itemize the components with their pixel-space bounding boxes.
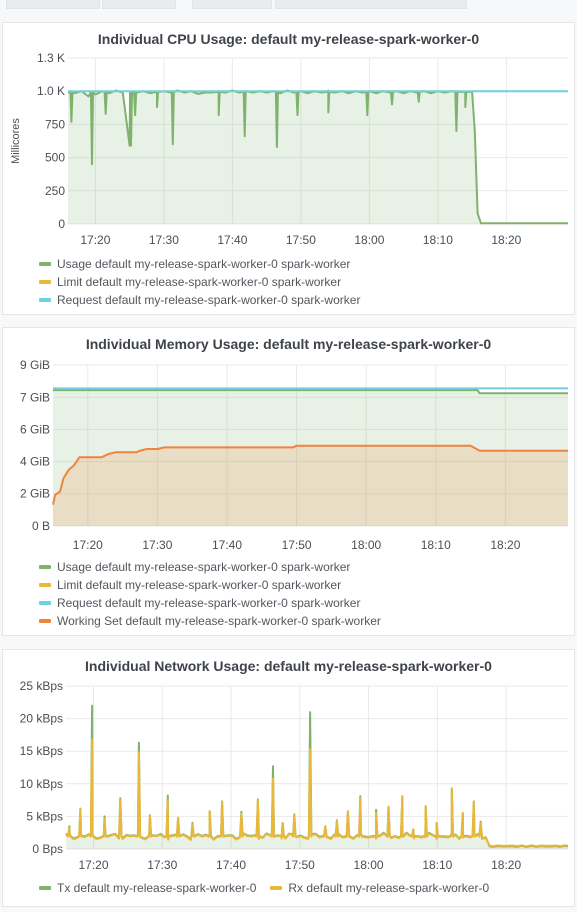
panel-title: Individual Network Usage: default my-rel… (85, 658, 492, 674)
y-tick-label: 15 kBps (20, 744, 63, 758)
legend: Usage default my-release-spark-worker-0 … (39, 558, 381, 630)
y-tick-label: 1.3 K (37, 51, 65, 65)
series-area (53, 445, 568, 526)
legend-item-working-set[interactable]: Working Set default my-release-spark-wor… (39, 612, 381, 630)
panel-title: Individual Memory Usage: default my-rele… (85, 336, 492, 352)
y-axis-label: Millicores (10, 118, 22, 164)
x-tick-label: 17:50 (286, 233, 316, 247)
series-area (66, 705, 568, 849)
x-tick-label: 17:50 (282, 538, 312, 552)
x-tick-label: 17:50 (285, 858, 315, 872)
legend-label: Request default my-release-spark-worker-… (57, 596, 361, 610)
x-tick-label: 18:10 (423, 233, 453, 247)
x-tick-label: 17:30 (147, 858, 177, 872)
x-tick-label: 18:20 (491, 233, 521, 247)
x-tick-label: 18:00 (351, 538, 381, 552)
legend-swatch (39, 619, 51, 623)
y-tick-label: 9 GiB (20, 358, 50, 372)
y-tick-label: 1.0 K (37, 84, 65, 98)
legend-swatch (39, 886, 51, 890)
legend-item-request[interactable]: Request default my-release-spark-worker-… (39, 291, 360, 309)
y-tick-label: 6 GiB (20, 422, 50, 436)
y-tick-label: 0 (58, 217, 65, 231)
memory-usage-panel[interactable]: Individual Memory Usage: default my-rele… (2, 327, 575, 636)
x-tick-label: 17:20 (73, 538, 103, 552)
series-area (68, 90, 568, 224)
x-tick-label: 17:20 (78, 858, 108, 872)
legend: Tx default my-release-spark-worker-0 Rx … (39, 879, 489, 897)
x-tick-label: 18:10 (421, 538, 451, 552)
legend-swatch (39, 280, 51, 284)
x-tick-label: 17:40 (212, 538, 242, 552)
x-tick-label: 17:30 (142, 538, 172, 552)
x-tick-label: 18:00 (354, 858, 384, 872)
legend-item-rx[interactable]: Rx default my-release-spark-worker-0 (270, 879, 489, 897)
x-tick-label: 18:20 (490, 538, 520, 552)
row-tab[interactable] (102, 0, 176, 9)
x-tick-label: 18:20 (491, 858, 521, 872)
legend-label: Request default my-release-spark-worker-… (57, 293, 361, 307)
y-tick-label: 10 kBps (20, 777, 63, 791)
legend-item-tx[interactable]: Tx default my-release-spark-worker-0 (39, 879, 256, 897)
y-tick-label: 5 kBps (26, 809, 63, 823)
y-tick-label: 20 kBps (20, 712, 63, 726)
network-usage-panel[interactable]: Individual Network Usage: default my-rel… (2, 649, 575, 907)
panel-title: Individual CPU Usage: default my-release… (97, 31, 480, 47)
x-tick-label: 18:00 (354, 233, 384, 247)
y-tick-label: 25 kBps (20, 679, 63, 693)
legend-item-request[interactable]: Request default my-release-spark-worker-… (39, 594, 381, 612)
series-line (65, 738, 569, 848)
series-line (65, 704, 569, 848)
cpu-usage-panel[interactable]: Individual CPU Usage: default my-release… (2, 22, 575, 315)
row-tab[interactable] (275, 0, 467, 9)
legend-swatch (39, 262, 51, 266)
y-tick-label: 2 GiB (20, 487, 50, 501)
memory-chart: 9 GiB 7 GiB 6 GiB 4 GiB 2 GiB 0 B 17:20 17:30 17… (20, 358, 568, 552)
y-tick-label: 7 GiB (20, 390, 50, 404)
legend-label: Tx default my-release-spark-worker-0 (57, 881, 257, 895)
legend-item-usage[interactable]: Usage default my-release-spark-worker-0 … (39, 558, 381, 576)
legend-swatch (270, 886, 283, 890)
series-line (52, 444, 568, 505)
cpu-chart: 1.3 K 1.0 K 750 500 250 0 17:20 17:30 17:40 17:50… (10, 51, 568, 247)
x-tick-label: 17:20 (80, 233, 110, 247)
dashboard-row-tabs (0, 0, 577, 10)
y-tick-label: 0 B (32, 519, 50, 533)
legend-item-limit[interactable]: Limit default my-release-spark-worker-0 … (39, 273, 360, 291)
y-tick-label: 0 Bps (32, 842, 63, 856)
legend-label: Rx default my-release-spark-worker-0 (288, 881, 490, 895)
x-tick-label: 18:10 (422, 858, 452, 872)
legend-swatch (39, 565, 51, 569)
y-tick-label: 250 (45, 184, 65, 198)
y-tick-label: 500 (45, 151, 65, 165)
legend-label: Limit default my-release-spark-worker-0 … (57, 578, 342, 592)
y-tick-label: 750 (45, 117, 65, 131)
x-tick-label: 17:40 (217, 233, 247, 247)
legend-label: Working Set default my-release-spark-wor… (57, 614, 381, 628)
row-tab[interactable] (192, 0, 272, 9)
legend-label: Usage default my-release-spark-worker-0 … (57, 560, 351, 574)
legend-item-usage[interactable]: Usage default my-release-spark-worker-0 … (39, 255, 360, 273)
legend-swatch (39, 601, 51, 605)
row-tab[interactable] (6, 0, 100, 9)
network-chart: 25 kBps 20 kBps 15 kBps 10 kBps 5 kBps 0 Bps 1… (20, 679, 569, 872)
series-area (53, 390, 568, 526)
legend: Usage default my-release-spark-worker-0 … (39, 255, 360, 309)
legend-item-limit[interactable]: Limit default my-release-spark-worker-0 … (39, 576, 381, 594)
legend-label: Usage default my-release-spark-worker-0 … (57, 257, 351, 271)
legend-swatch (39, 583, 51, 587)
y-tick-label: 4 GiB (20, 455, 50, 469)
x-tick-label: 17:40 (216, 858, 246, 872)
legend-swatch (39, 298, 51, 302)
x-tick-label: 17:30 (149, 233, 179, 247)
series-line (53, 389, 568, 395)
legend-label: Limit default my-release-spark-worker-0 … (57, 275, 342, 289)
